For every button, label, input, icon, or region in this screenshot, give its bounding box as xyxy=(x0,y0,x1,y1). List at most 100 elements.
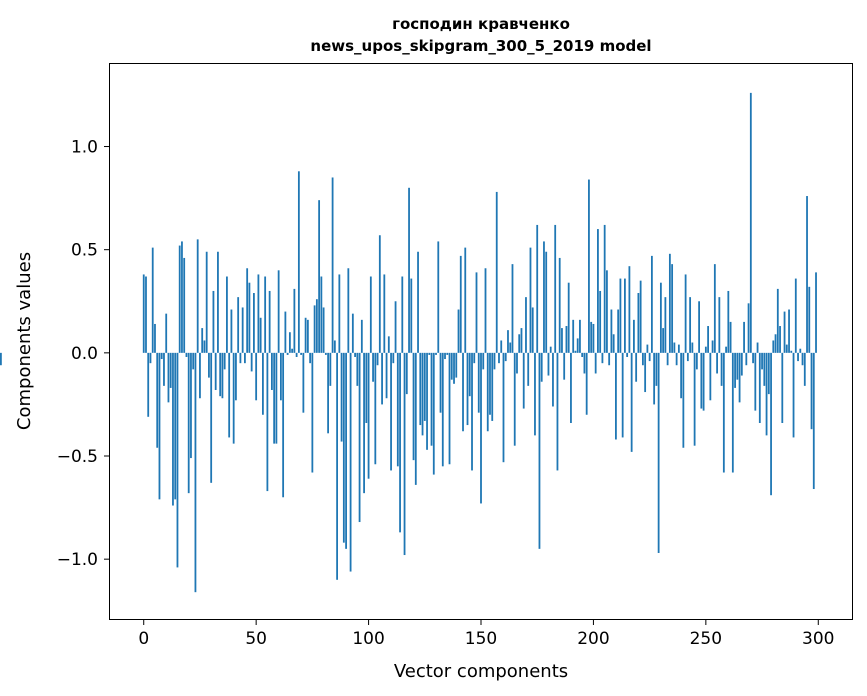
bar-118 xyxy=(408,187,410,353)
bar-119 xyxy=(410,278,413,353)
bar-195 xyxy=(581,352,584,357)
bar-196 xyxy=(583,352,586,374)
bar-51 xyxy=(257,274,260,353)
chart-title-line-1: господин кравченко xyxy=(392,15,570,33)
bar-102 xyxy=(372,352,374,382)
bar-107 xyxy=(383,274,386,353)
bar-24 xyxy=(196,239,199,353)
bar-147 xyxy=(473,352,476,364)
bar-39 xyxy=(230,309,233,353)
bar-292 xyxy=(799,348,802,353)
bar-197 xyxy=(585,352,588,415)
bar-233 xyxy=(666,352,669,366)
bar-265 xyxy=(738,352,741,403)
bar-32 xyxy=(214,352,217,390)
bar-136 xyxy=(448,352,451,465)
bar-217 xyxy=(630,352,633,452)
bar-291 xyxy=(797,352,799,362)
bar-139 xyxy=(455,352,458,378)
bar-124 xyxy=(421,352,424,436)
bar-298 xyxy=(812,352,815,490)
x-tick-label: 250 xyxy=(690,629,722,649)
bar-178 xyxy=(543,241,545,353)
bar-287 xyxy=(788,309,790,353)
bar-205 xyxy=(603,224,606,353)
bar-164 xyxy=(511,264,514,353)
bar-56 xyxy=(268,290,271,353)
bar-70 xyxy=(300,352,303,355)
bar-117 xyxy=(405,352,408,395)
bar-161 xyxy=(504,352,507,362)
bar-44 xyxy=(241,307,244,353)
y-axis-label: Components values xyxy=(14,252,35,430)
bar-241 xyxy=(684,274,687,353)
bar-242 xyxy=(686,352,689,362)
bar-239 xyxy=(680,352,683,399)
y-tick-label: −1.0 xyxy=(57,550,98,570)
bar-66 xyxy=(291,348,294,353)
bar-248 xyxy=(700,352,703,409)
bar-54 xyxy=(264,276,267,353)
bar-55 xyxy=(266,352,269,492)
bar-157 xyxy=(495,191,498,353)
bar-290 xyxy=(794,278,797,353)
bar-138 xyxy=(453,352,455,384)
bar-21 xyxy=(190,352,192,459)
bar-295 xyxy=(806,196,808,353)
bar-26 xyxy=(201,328,204,353)
bar-10 xyxy=(165,313,168,353)
bar-81 xyxy=(324,352,327,355)
bar-96 xyxy=(358,352,361,523)
bar-129 xyxy=(432,352,435,475)
bar-93 xyxy=(351,313,354,353)
bar-74 xyxy=(309,352,312,364)
bar-214 xyxy=(624,278,626,353)
bar-263 xyxy=(734,352,736,388)
bar-79 xyxy=(320,276,323,353)
bar-179 xyxy=(545,251,548,353)
bar-40 xyxy=(232,352,235,444)
bar-244 xyxy=(691,342,694,353)
bar-22 xyxy=(192,352,195,370)
bar-182 xyxy=(552,352,554,407)
bar-67 xyxy=(293,288,296,353)
bar-259 xyxy=(725,346,727,353)
bar-13 xyxy=(172,352,174,506)
bar-186 xyxy=(561,328,563,353)
bar-211 xyxy=(617,309,620,353)
bar-166 xyxy=(516,352,518,374)
bar-123 xyxy=(419,352,422,426)
bar-232 xyxy=(664,297,667,353)
bar-199 xyxy=(590,321,593,353)
bar-155 xyxy=(491,352,494,421)
bar-48 xyxy=(250,352,253,372)
bar-168 xyxy=(520,328,523,353)
bar-114 xyxy=(399,352,401,533)
bar-152 xyxy=(484,268,487,353)
y-tick-label: 1.0 xyxy=(71,138,98,158)
bar-69 xyxy=(297,171,300,353)
bar-128 xyxy=(430,352,433,446)
bar-126 xyxy=(426,352,428,450)
bar-82 xyxy=(327,352,329,434)
bar-108 xyxy=(385,352,388,399)
bar-141 xyxy=(459,255,462,353)
bar-52 xyxy=(259,317,262,353)
bar-109 xyxy=(387,336,390,353)
bar-284 xyxy=(781,352,784,423)
bar-238 xyxy=(677,344,680,353)
x-tick-label: 300 xyxy=(802,629,834,649)
bar-78 xyxy=(318,200,321,353)
bar-213 xyxy=(621,352,624,438)
bar-91 xyxy=(347,268,350,353)
bar-45 xyxy=(244,352,246,364)
bar-253 xyxy=(711,340,714,353)
bar-3 xyxy=(149,352,152,364)
bar-192 xyxy=(574,350,577,353)
bar-151 xyxy=(482,352,485,370)
bar-2 xyxy=(147,352,150,417)
bar-215 xyxy=(626,352,629,357)
bar-247 xyxy=(698,301,700,353)
bar-88 xyxy=(340,352,343,442)
